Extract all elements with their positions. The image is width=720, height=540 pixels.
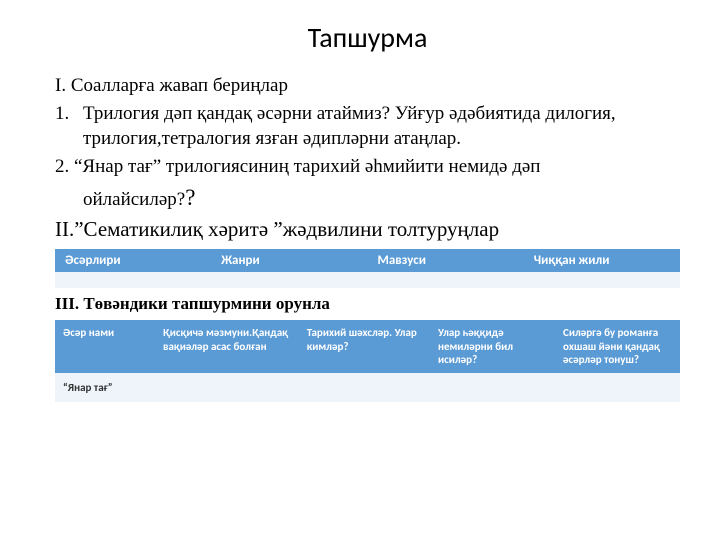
table-2: Әсәр нами Қисқичә мәзмуни.Қандақ вақиәлә…	[55, 320, 680, 402]
section-1-heading: I. Соалларға жавап бериңлар	[55, 73, 680, 99]
table-2-cell-1-2	[155, 373, 299, 402]
table-2-header-3: Тарихий шәхсләр. Улар кимләр?	[299, 320, 430, 373]
list-item-1-number: 1.	[55, 101, 83, 127]
list-item-1-text: Трилогия дәп қандақ әсәрни атаймиз? Уйғу…	[83, 103, 616, 150]
table-1-header-row: Әсәрлири Жанри Мавзуси Чиққан жили	[55, 249, 680, 272]
table-1: Әсәрлири Жанри Мавзуси Чиққан жили	[55, 249, 680, 288]
table-2-cell-1-4	[430, 373, 555, 402]
section-2-heading: II.”Сематикилиқ хәритә ”жәдвилини толтур…	[55, 215, 680, 243]
table-1-cell	[55, 272, 211, 288]
table-1-header-1: Әсәрлири	[55, 249, 211, 272]
page-title: Тапшурма	[55, 20, 680, 55]
section-3-heading: III. Төвәндики тапшурмини орунла	[55, 294, 680, 314]
list-item-1: 1.Трилогия дәп қандақ әсәрни атаймиз? Уй…	[55, 101, 680, 152]
table-1-cell	[524, 272, 680, 288]
table-1-header-3: Мавзуси	[368, 249, 524, 272]
list-item-2-line1: 2. “Янар тағ” трилогиясиниң тарихий әһми…	[55, 154, 680, 180]
table-2-header-4: Улар һәққидә немиләрни бил исиләр?	[430, 320, 555, 373]
table-2-cell-1-5	[555, 373, 680, 402]
table-2-cell-1-3	[299, 373, 430, 402]
table-1-cell	[211, 272, 367, 288]
table-1-cell	[368, 272, 524, 288]
table-2-header-1: Әсәр нами	[55, 320, 155, 373]
list-item-2-line2-text: ойлайсиләр?	[83, 189, 185, 210]
table-2-header-2: Қисқичә мәзмуни.Қандақ вақиәләр асас бол…	[155, 320, 299, 373]
table-2-row-1: “Янар тағ”	[55, 373, 680, 402]
table-2-cell-1-1: “Янар тағ”	[55, 373, 155, 402]
table-1-header-2: Жанри	[211, 249, 367, 272]
list-item-2-line2: ойлайсиләр??	[55, 182, 680, 213]
table-2-header-5: Силәргә бу романға охшаш йәни қандақ әсә…	[555, 320, 680, 373]
table-1-row-1	[55, 272, 680, 288]
table-1-header-4: Чиққан жили	[524, 249, 680, 272]
table-2-header-row: Әсәр нами Қисқичә мәзмуни.Қандақ вақиәлә…	[55, 320, 680, 373]
